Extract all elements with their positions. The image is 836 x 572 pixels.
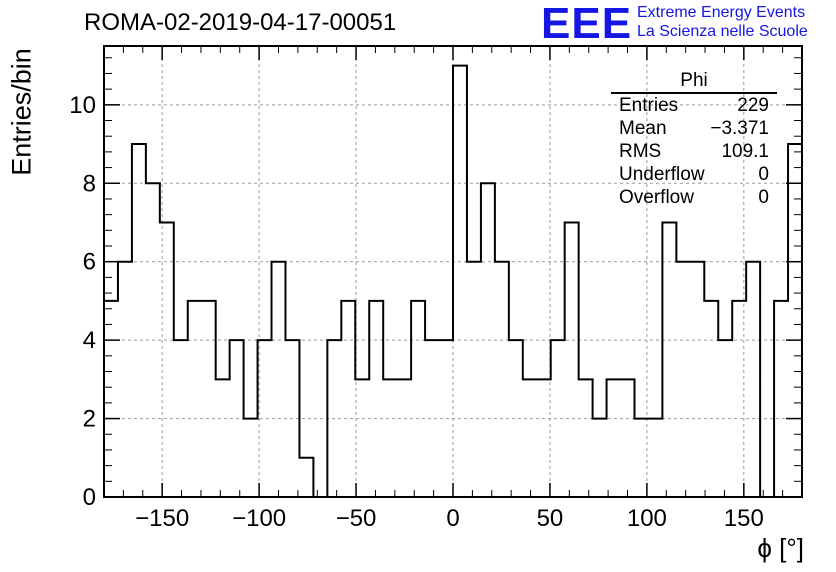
y-axis-label: Entries/bin bbox=[6, 48, 37, 176]
stats-label: Mean bbox=[619, 118, 667, 139]
x-tick-label: 150 bbox=[724, 505, 764, 532]
stats-row-mean: Mean −3.371 bbox=[611, 117, 777, 140]
stats-label: RMS bbox=[619, 141, 662, 162]
stats-value: 0 bbox=[758, 164, 769, 185]
stats-label: Overflow bbox=[619, 187, 694, 208]
stats-title: Phi bbox=[611, 70, 777, 94]
stats-label: Entries bbox=[619, 95, 679, 116]
stats-value: 229 bbox=[737, 95, 769, 116]
x-tick-label: −100 bbox=[232, 505, 286, 532]
stats-row-underflow: Underflow 0 bbox=[611, 163, 777, 186]
y-tick-label: 6 bbox=[83, 249, 96, 276]
stats-label: Underflow bbox=[619, 164, 705, 185]
y-tick-label: 8 bbox=[83, 170, 96, 197]
stats-value: 109.1 bbox=[721, 141, 769, 162]
x-tick-label: 100 bbox=[627, 505, 667, 532]
eee-logo: EEE bbox=[541, 0, 633, 48]
x-tick-label: −50 bbox=[336, 505, 377, 532]
eee-logo-text: Extreme Energy Events La Scienza nelle S… bbox=[637, 3, 808, 41]
stats-value: 0 bbox=[758, 187, 769, 208]
x-tick-label: −150 bbox=[135, 505, 189, 532]
y-tick-label: 10 bbox=[69, 92, 96, 119]
stats-row-rms: RMS 109.1 bbox=[611, 140, 777, 163]
logo-line-1: Extreme Energy Events bbox=[637, 4, 806, 21]
x-tick-label: 0 bbox=[446, 505, 459, 532]
chart-title: ROMA-02-2019-04-17-00051 bbox=[84, 9, 397, 36]
y-tick-label: 0 bbox=[83, 484, 96, 511]
stats-row-overflow: Overflow 0 bbox=[611, 186, 777, 209]
histogram-line bbox=[104, 64, 802, 498]
stats-box: Phi Entries 229 Mean −3.371 RMS 109.1 Un… bbox=[611, 70, 777, 209]
stats-row-entries: Entries 229 bbox=[611, 94, 777, 117]
x-tick-label: 50 bbox=[537, 505, 564, 532]
stats-value: −3.371 bbox=[710, 118, 769, 139]
y-tick-label: 4 bbox=[83, 327, 96, 354]
x-axis-label: ϕ [°] bbox=[757, 533, 804, 563]
y-tick-label: 2 bbox=[83, 406, 96, 433]
logo-line-2: La Scienza nelle Scuole bbox=[637, 23, 808, 40]
